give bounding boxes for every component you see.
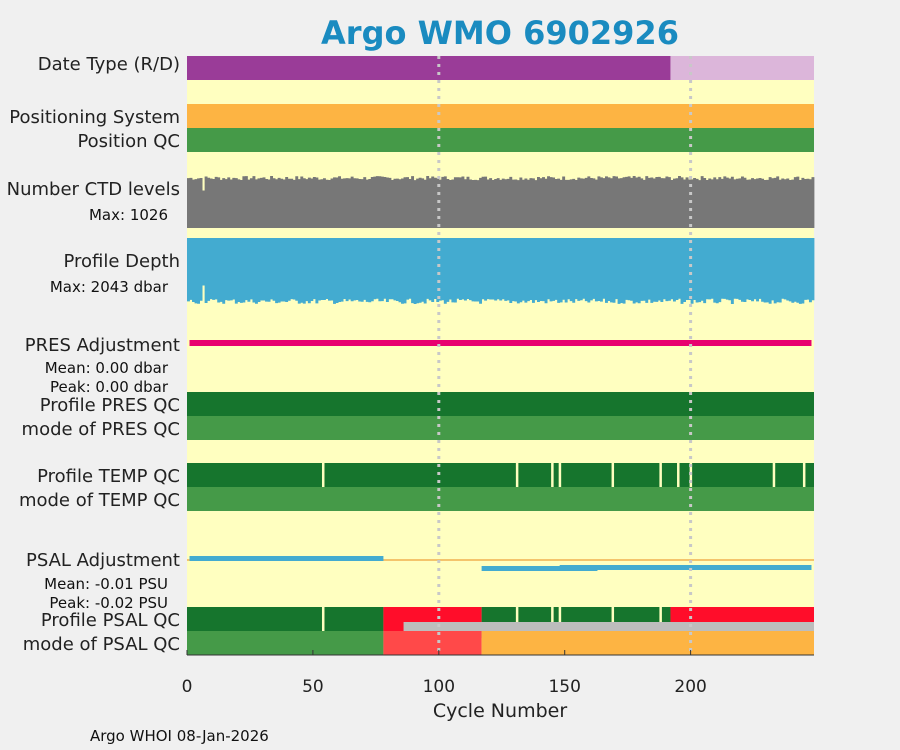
date-type-label: Date Type (R/D) bbox=[38, 54, 180, 75]
psal-adjustment-segment-mid bbox=[481, 566, 598, 571]
psal-adjustment-sublabel-0: Mean: -0.01 PSU bbox=[44, 575, 168, 593]
x-tick-label-0: 0 bbox=[182, 677, 193, 697]
psal-adjustment-sublabel-1: Peak: -0.02 PSU bbox=[49, 594, 168, 612]
profile-psal-qc-label: Profile PSAL QC bbox=[41, 610, 180, 631]
x-tick-label-200: 200 bbox=[674, 677, 706, 697]
profile-temp-qc-segment-0 bbox=[187, 463, 814, 487]
x-tick-label-50: 50 bbox=[302, 677, 324, 697]
profile-temp-qc-label: Profile TEMP QC bbox=[37, 466, 180, 487]
row-mode-pres-qc bbox=[187, 416, 814, 440]
row-profile-pres-qc bbox=[187, 392, 814, 416]
pres-adjustment-label: PRES Adjustment bbox=[25, 335, 180, 356]
number-ctd-levels-sublabel-0: Max: 1026 bbox=[89, 206, 168, 224]
pres-adjustment-sublabel-0: Mean: 0.00 dbar bbox=[45, 359, 169, 377]
plot-background bbox=[187, 56, 814, 655]
row-positioning-system bbox=[187, 104, 814, 128]
mode-psal-qc-segment-2 bbox=[481, 631, 814, 655]
profile-temp-qc-gap-2 bbox=[551, 463, 554, 487]
positioning-system-label: Positioning System bbox=[9, 107, 180, 128]
profile-depth-label: Profile Depth bbox=[63, 251, 180, 272]
x-axis-title: Cycle Number bbox=[433, 700, 567, 722]
profile-temp-qc-gap-6 bbox=[677, 463, 680, 487]
profile-psal-qc-gap-0 bbox=[321, 607, 325, 631]
mode-psal-qc-segment-1 bbox=[383, 631, 482, 655]
position-qc-label: Position QC bbox=[77, 131, 180, 152]
row-number-ctd-levels bbox=[187, 176, 815, 228]
profile-depth-sublabel-0: Max: 2043 dbar bbox=[50, 278, 169, 296]
mode-pres-qc-label: mode of PRES QC bbox=[22, 419, 180, 440]
mode-pres-qc-segment-0 bbox=[187, 416, 814, 440]
psal-adjustment-label: PSAL Adjustment bbox=[26, 550, 180, 571]
row-labels: Date Type (R/D) Positioning System Positio… bbox=[7, 54, 180, 655]
profile-temp-qc-gap-4 bbox=[611, 463, 615, 487]
row-position-qc bbox=[187, 128, 814, 152]
date-type-segment-1 bbox=[670, 56, 814, 80]
number-ctd-levels-label: Number CTD levels bbox=[7, 179, 180, 200]
profile-temp-qc-gap-0 bbox=[321, 463, 325, 487]
profile-psal-qc-gap-2 bbox=[551, 607, 554, 631]
x-axis: 0 50 100 150 200 bbox=[182, 650, 814, 697]
pres-adjustment-line bbox=[189, 340, 812, 346]
plot-area bbox=[187, 56, 815, 655]
row-mode-temp-qc bbox=[187, 487, 814, 511]
mode-psal-qc-label: mode of PSAL QC bbox=[23, 634, 180, 655]
mode-temp-qc-segment-0 bbox=[187, 487, 814, 511]
profile-depth-bars bbox=[187, 238, 815, 304]
profile-psal-qc-segment-0 bbox=[187, 607, 384, 631]
profile-temp-qc-gap-9 bbox=[802, 463, 806, 487]
footer-text: Argo WHOI 08-Jan-2026 bbox=[90, 727, 269, 745]
row-profile-psal-qc bbox=[187, 607, 814, 638]
row-profile-depth bbox=[187, 238, 815, 304]
profile-temp-qc-gap-1 bbox=[515, 463, 519, 487]
psal-adjustment-segment-early bbox=[189, 556, 384, 561]
row-profile-temp-qc bbox=[187, 463, 814, 487]
profile-psal-qc-gap-4 bbox=[611, 607, 615, 631]
date-type-segment-0 bbox=[187, 56, 671, 80]
row-mode-psal-qc bbox=[187, 631, 814, 655]
row-date-type bbox=[187, 56, 814, 80]
x-tick-label-100: 100 bbox=[423, 677, 455, 697]
mode-temp-qc-label: mode of TEMP QC bbox=[19, 490, 180, 511]
profile-temp-qc-gap-3 bbox=[558, 463, 562, 487]
chart-title: Argo WMO 6902926 bbox=[321, 14, 679, 52]
profile-temp-qc-gap-5 bbox=[659, 463, 662, 487]
profile-psal-qc-gap-5 bbox=[659, 607, 662, 631]
position-qc-segment-0 bbox=[187, 128, 814, 152]
number-ctd-levels-bars bbox=[187, 176, 815, 228]
x-tick-label-150: 150 bbox=[548, 677, 580, 697]
pres-adjustment-sublabel-1: Peak: 0.00 dbar bbox=[50, 378, 169, 396]
profile-psal-qc-gap-1 bbox=[515, 607, 519, 631]
positioning-system-segment-0 bbox=[187, 104, 814, 128]
profile-pres-qc-label: Profile PRES QC bbox=[40, 395, 180, 416]
row-pres-adjustment bbox=[189, 340, 812, 346]
profile-pres-qc-segment-0 bbox=[187, 392, 814, 416]
profile-psal-qc-gap-3 bbox=[558, 607, 562, 631]
psal-adjustment-segment-late bbox=[559, 565, 812, 570]
row-psal-adjustment bbox=[187, 556, 814, 571]
profile-temp-qc-gap-8 bbox=[772, 463, 776, 487]
mode-psal-qc-segment-0 bbox=[187, 631, 384, 655]
